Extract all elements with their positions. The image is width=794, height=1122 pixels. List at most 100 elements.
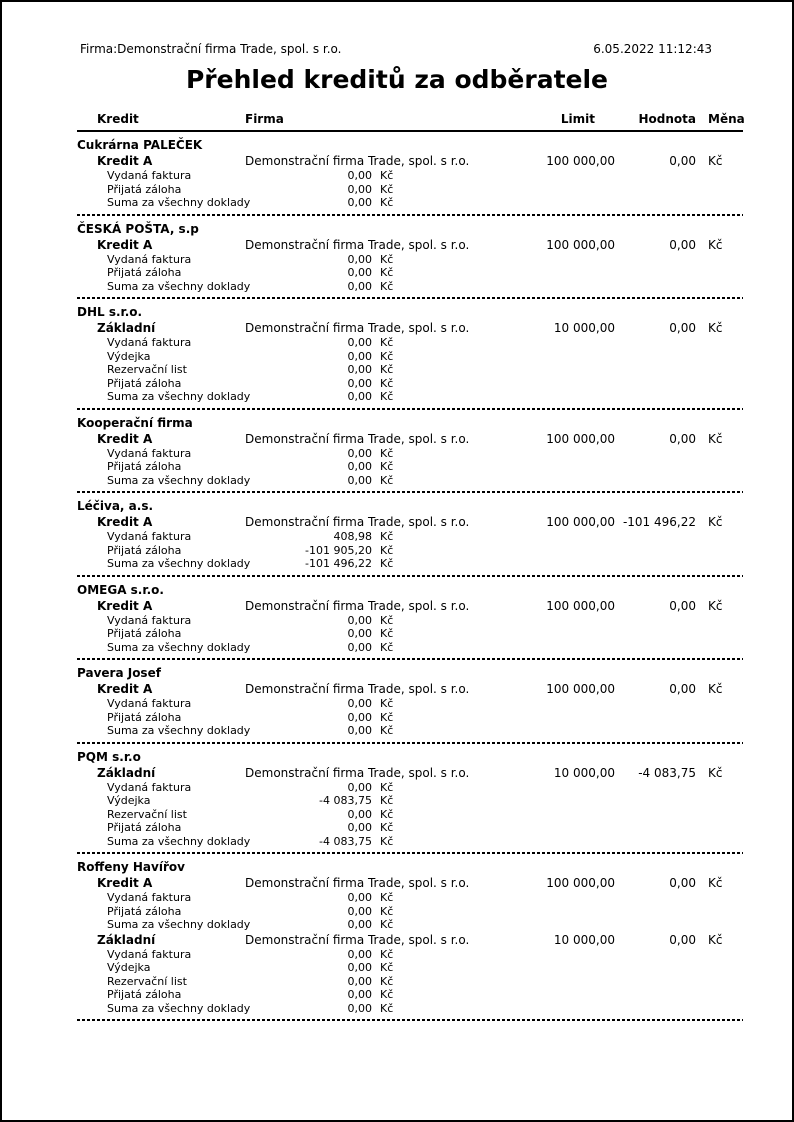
document-line-row: Vydaná faktura 0,00 Kč	[77, 891, 743, 905]
line-currency: Kč	[380, 169, 394, 182]
customer-section: Roffeny Havířov Kredit A Demonstrační fi…	[77, 854, 743, 1021]
customer-name: ČESKÁ POŠTA, s.p	[77, 221, 199, 236]
credit-hodnota: 0,00	[669, 682, 696, 696]
line-value: 0,00	[347, 182, 373, 196]
credit-mena: Kč	[708, 431, 723, 446]
line-currency: Kč	[380, 794, 394, 807]
credit-firma: Demonstrační firma Trade, spol. s r.o.	[245, 321, 470, 335]
column-header-mena: Měna	[708, 112, 745, 126]
line-label: Vydaná faktura	[107, 252, 192, 266]
line-value: 0,00	[347, 710, 373, 724]
credit-firma: Demonstrační firma Trade, spol. s r.o.	[245, 598, 470, 613]
column-header-firma: Firma	[245, 112, 284, 126]
line-label: Přijatá záloha	[107, 627, 182, 640]
line-label: Suma za všechny doklady	[107, 390, 251, 403]
line-value: 0,00	[347, 473, 373, 487]
credit-mena: Kč	[708, 154, 723, 168]
line-label: Vydaná faktura	[107, 613, 192, 627]
credit-hodnota: -4 083,75	[638, 765, 696, 780]
document-line-row: Suma za všechny doklady 0,00 Kč	[77, 196, 743, 210]
line-value: 0,00	[347, 961, 373, 974]
line-label: Vydaná faktura	[107, 336, 192, 349]
line-value: 0,00	[347, 390, 373, 403]
document-line-row: Vydaná faktura 0,00 Kč	[77, 781, 743, 795]
line-label: Přijatá záloha	[107, 460, 182, 473]
page-title: Přehled kreditů za odběratele	[185, 65, 609, 94]
credit-block: Kredit A Demonstrační firma Trade, spol.…	[77, 153, 743, 210]
credit-row: Základní Demonstrační firma Trade, spol.…	[77, 932, 743, 948]
credit-firma: Demonstrační firma Trade, spol. s r.o.	[245, 515, 470, 529]
document-line-row: Rezervační list 0,00 Kč	[77, 808, 743, 822]
line-value: -101 905,20	[305, 543, 372, 557]
column-header-row: Kredit Firma Limit Hodnota Měna	[77, 112, 745, 132]
document-line-row: Suma za všechny doklady 0,00 Kč	[77, 1002, 743, 1016]
customer-name: Roffeny Havířov	[77, 860, 185, 874]
document-line-row: Rezervační list 0,00 Kč	[77, 975, 743, 989]
line-currency: Kč	[380, 807, 394, 821]
line-label: Přijatá záloha	[107, 543, 182, 557]
line-label: Suma za všechny doklady	[107, 279, 251, 293]
credit-row: Kredit A Demonstrační firma Trade, spol.…	[77, 431, 743, 447]
document-line-row: Přijatá záloha 0,00 Kč	[77, 183, 743, 197]
document-line-row: Přijatá záloha 0,00 Kč	[77, 266, 743, 280]
column-header-kredit: Kredit	[97, 112, 139, 126]
customer-section: PQM s.r.o Základní Demonstrační firma Tr…	[77, 744, 743, 854]
credits: Kredit A Demonstrační firma Trade, spol.…	[77, 153, 743, 210]
document-line-row: Rezervační list 0,00 Kč	[77, 363, 743, 377]
line-currency: Kč	[380, 640, 394, 654]
line-label: Přijatá záloha	[107, 266, 182, 279]
report-body: Cukrárna PALEČEK Kredit A Demonstrační f…	[77, 132, 743, 1021]
line-label: Výdejka	[107, 961, 151, 974]
document-line-row: Suma za všechny doklady 0,00 Kč	[77, 280, 743, 294]
credits: Kredit A Demonstrační firma Trade, spol.…	[77, 237, 743, 294]
credit-limit: 100 000,00	[546, 876, 615, 890]
credit-lines: Vydaná faktura 0,00 Kč Přijatá záloha 0,…	[77, 253, 743, 294]
credit-mena: Kč	[708, 932, 723, 947]
line-value: 0,00	[347, 974, 373, 988]
document-line-row: Výdejka 0,00 Kč	[77, 961, 743, 975]
column-header-hodnota: Hodnota	[638, 112, 697, 126]
credit-mena: Kč	[708, 765, 723, 780]
document-line-row: Vydaná faktura 0,00 Kč	[77, 169, 743, 183]
line-value: 0,00	[347, 640, 373, 654]
section-separator	[77, 658, 743, 660]
line-label: Suma za všechny doklady	[107, 918, 251, 931]
line-value: -101 496,22	[305, 557, 372, 570]
customer-section: Kooperační firma Kredit A Demonstrační f…	[77, 410, 743, 493]
document-line-row: Přijatá záloha 0,00 Kč	[77, 460, 743, 474]
line-currency: Kč	[380, 627, 394, 640]
customer-name: PQM s.r.o	[77, 749, 141, 764]
line-currency: Kč	[380, 252, 394, 266]
credit-name: Kredit A	[97, 237, 153, 252]
customer-name: Léčiva, a.s.	[77, 499, 154, 513]
credit-firma: Demonstrační firma Trade, spol. s r.o.	[245, 237, 470, 252]
credit-limit: 10 000,00	[553, 321, 615, 335]
line-label: Vydaná faktura	[107, 697, 192, 710]
credit-lines: Vydaná faktura 0,00 Kč Výdejka 0,00 Kč R…	[77, 336, 743, 404]
credit-block: Kredit A Demonstrační firma Trade, spol.…	[77, 431, 743, 488]
report-meta-row: Firma:Demonstrační firma Trade, spol. s …	[80, 42, 712, 56]
credit-firma: Demonstrační firma Trade, spol. s r.o.	[245, 431, 470, 446]
credit-mena: Kč	[708, 598, 723, 613]
line-value: 0,00	[347, 947, 373, 961]
document-line-row: Přijatá záloha 0,00 Kč	[77, 377, 743, 391]
line-label: Suma za všechny doklady	[107, 557, 251, 570]
line-currency: Kč	[380, 780, 394, 794]
credit-limit: 100 000,00	[546, 598, 615, 613]
line-value: 0,00	[347, 196, 373, 209]
section-separator	[77, 297, 743, 299]
line-label: Suma za všechny doklady	[107, 196, 251, 209]
line-value: 408,98	[333, 530, 373, 543]
document-line-row: Suma za všechny doklady -4 083,75 Kč	[77, 835, 743, 849]
customer-section: DHL s.r.o. Základní Demonstrační firma T…	[77, 299, 743, 410]
document-line-row: Suma za všechny doklady 0,00 Kč	[77, 474, 743, 488]
document-line-row: Vydaná faktura 0,00 Kč	[77, 253, 743, 267]
credit-hodnota: 0,00	[669, 876, 696, 890]
document-line-row: Výdejka 0,00 Kč	[77, 350, 743, 364]
line-label: Výdejka	[107, 349, 151, 363]
line-currency: Kč	[380, 473, 394, 487]
line-currency: Kč	[380, 947, 394, 961]
document-line-row: Suma za všechny doklady 0,00 Kč	[77, 390, 743, 404]
document-line-row: Přijatá záloha 0,00 Kč	[77, 905, 743, 919]
line-value: 0,00	[347, 904, 373, 918]
